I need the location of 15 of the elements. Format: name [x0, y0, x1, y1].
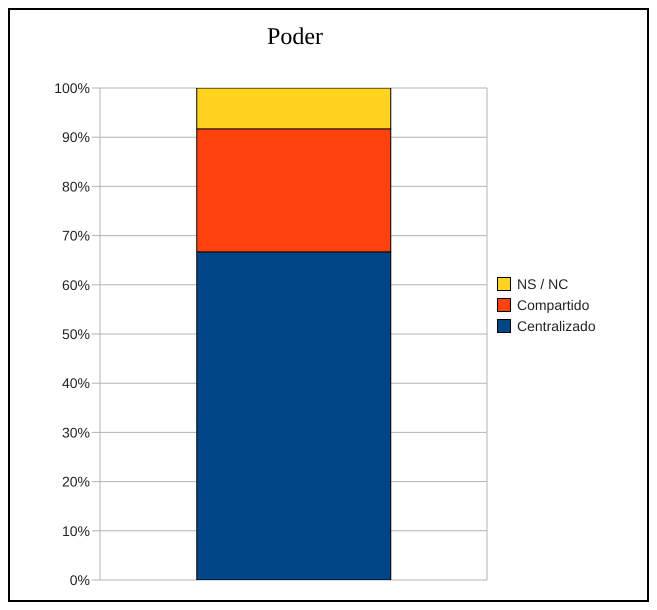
y-tick-label: 60% [62, 276, 90, 293]
y-tick-label: 20% [62, 474, 90, 490]
y-tick-label: 40% [62, 375, 90, 392]
y-tick-label: 80% [62, 178, 90, 194]
chart-title: Poder [266, 24, 324, 51]
legend-label: Centralizado [517, 318, 596, 334]
y-tick-label: 30% [62, 424, 90, 440]
legend-label: Compartido [517, 297, 590, 313]
y-tick-label: 10% [62, 522, 90, 539]
y-tick-label: 90% [62, 129, 90, 146]
legend-label: NS / NC [517, 276, 568, 292]
y-tick-label: 0% [70, 572, 90, 588]
y-tick-label: 70% [62, 228, 90, 244]
y-tick-label: 100% [54, 80, 90, 96]
y-tick-label: 50% [62, 326, 90, 342]
